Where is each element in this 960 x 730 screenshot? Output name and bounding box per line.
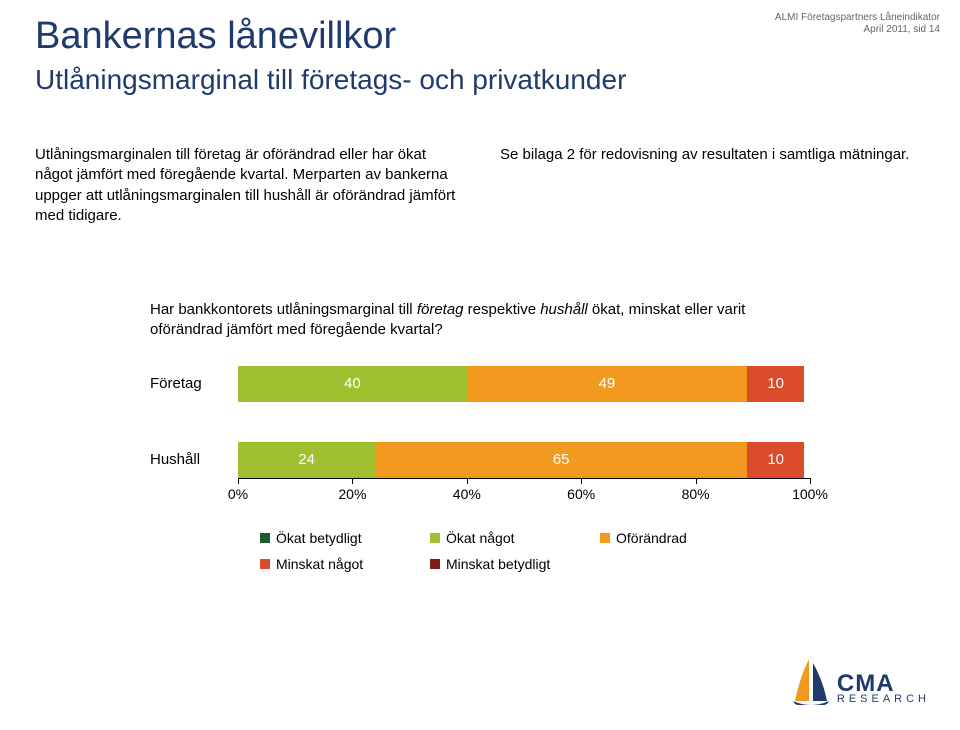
axis-tick-label: 80% [682,486,710,502]
legend-label: Minskat betydligt [446,556,550,572]
chart-question: Har bankkontorets utlåningsmarginal till… [150,300,810,341]
logo-text: CMA RESEARCH [837,672,930,705]
page-title: Bankernas lånevillkor [35,15,925,58]
axis-spacer [150,484,238,510]
bar-row: Hushåll246510 [150,442,810,478]
legend: Ökat betydligt Ökat något Oförändrad Minsk… [260,530,780,582]
legend-swatch [600,533,610,543]
q-em1: företag [417,301,464,318]
legend-swatch [430,533,440,543]
axis-tick-label: 40% [453,486,481,502]
bar-segment: 10 [747,442,804,478]
axis-tick-label: 0% [228,486,248,502]
bar-segment: 10 [747,366,804,402]
axis-tick-label: 60% [567,486,595,502]
bar-segment: 49 [467,366,747,402]
paragraph-left: Utlåningsmarginalen till företag är oför… [35,145,460,226]
legend-label: Oförändrad [616,530,687,546]
bar-segment: 65 [375,442,747,478]
axis-baseline [238,478,810,479]
x-axis: 0%20%40%60%80%100% [238,484,810,510]
title-block: Bankernas lånevillkor Utlåningsmarginal … [35,15,925,96]
cma-logo: CMA RESEARCH [791,657,930,705]
bar-row: Företag404910 [150,366,810,402]
legend-item: Ökat något [430,530,580,546]
legend-row-1: Ökat betydligt Ökat något Oförändrad [260,530,780,546]
bar-segment: 24 [238,442,375,478]
bar-category-label: Företag [150,375,238,392]
bar-plot-wrap: Företag404910Hushåll246510 [150,366,810,478]
bar-segment: 40 [238,366,467,402]
axis-tick-label: 20% [338,486,366,502]
legend-swatch [260,559,270,569]
legend-swatch [430,559,440,569]
legend-row-2: Minskat något Minskat betydligt [260,556,780,572]
axis-tick-label: 100% [792,486,828,502]
axis-tick [581,478,582,484]
axis-tick [467,478,468,484]
bar-plot: 404910 [238,366,810,402]
q-pre: Har bankkontorets utlåningsmarginal till [150,301,417,318]
axis-tick [238,478,239,484]
q-em2: hushåll [540,301,588,318]
q-mid: respektive [464,301,541,318]
axis-tick [352,478,353,484]
axis-tick [810,478,811,484]
x-axis-row: 0%20%40%60%80%100% [150,484,810,510]
paragraph-right: Se bilaga 2 för redovisning av resultate… [500,145,925,226]
legend-label: Minskat något [276,556,363,572]
body-columns: Utlåningsmarginalen till företag är oför… [35,145,925,226]
legend-item: Minskat något [260,556,410,572]
legend-swatch [260,533,270,543]
bar-plot: 246510 [238,442,810,478]
bar-category-label: Hushåll [150,451,238,468]
axis-tick [696,478,697,484]
legend-item: Minskat betydligt [430,556,580,572]
legend-item: Oförändrad [600,530,750,546]
legend-label: Ökat betydligt [276,530,362,546]
legend-label: Ökat något [446,530,515,546]
logo-text-bottom: RESEARCH [837,694,930,705]
logo-sail-icon [791,657,831,705]
legend-item: Ökat betydligt [260,530,410,546]
chart-area: Har bankkontorets utlåningsmarginal till… [150,300,810,510]
page-root: ALMI Företagspartners Låneindikator Apri… [0,0,960,730]
page-subtitle: Utlåningsmarginal till företags- och pri… [35,64,925,96]
